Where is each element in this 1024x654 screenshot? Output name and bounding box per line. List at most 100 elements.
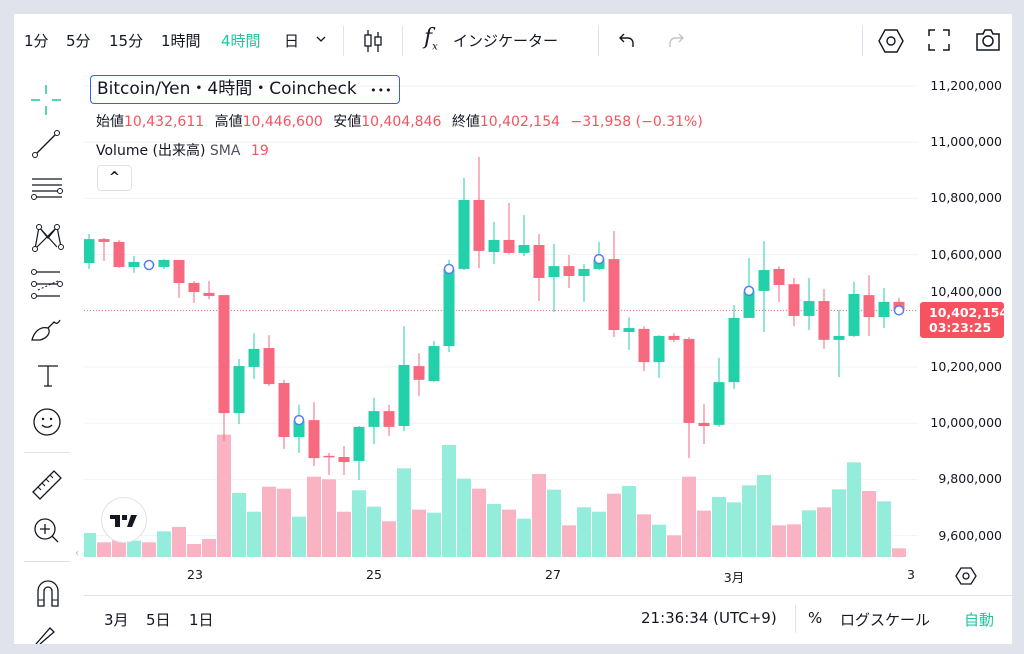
candle-down: [383, 411, 395, 427]
settings-hexagon-icon[interactable]: [877, 27, 905, 55]
tradingview-logo[interactable]: [101, 497, 147, 543]
candle-down: [788, 284, 800, 316]
volume-bar: [877, 501, 891, 557]
collapse-legend-button[interactable]: ^: [97, 165, 132, 191]
candle-up: [488, 239, 500, 253]
open-value: 10,432,611: [124, 114, 205, 130]
interval-4h[interactable]: 4時間: [221, 32, 261, 50]
log-scale-toggle[interactable]: ログスケール: [840, 611, 931, 629]
volume-bar: [742, 485, 756, 557]
candle-down: [263, 348, 275, 385]
interval-1h[interactable]: 1時間: [161, 32, 201, 50]
volume-bar: [97, 542, 111, 557]
candle-up: [398, 364, 410, 427]
crosshair-icon[interactable]: [30, 84, 62, 116]
price-label: 10,800,000: [930, 190, 1002, 206]
volume-bar: [532, 474, 546, 557]
range-5d[interactable]: 5日: [146, 611, 171, 629]
volume-bar: [817, 507, 831, 557]
candle-up: [428, 346, 440, 381]
volume-bar: [547, 489, 561, 557]
candle-up: [713, 382, 725, 425]
collapse-toolbar-arrow[interactable]: ‹: [75, 548, 79, 559]
volume-bar: [832, 489, 846, 557]
symbol-legend[interactable]: Bitcoin/Yen・4時間・Coincheck •••: [90, 75, 400, 104]
interval-1m[interactable]: 1分: [24, 32, 49, 50]
fullscreen-icon[interactable]: [928, 29, 950, 51]
candle-down: [683, 339, 695, 423]
emoji-icon[interactable]: [31, 406, 63, 438]
chevron-down-icon[interactable]: [315, 34, 327, 44]
clock-timezone[interactable]: 21:36:34 (UTC+9): [641, 609, 777, 627]
volume-bar: [307, 476, 321, 557]
axis-settings-icon[interactable]: [955, 565, 977, 587]
undo-icon[interactable]: [617, 31, 637, 49]
pencil-lock-icon[interactable]: [32, 624, 62, 644]
time-label: 27: [545, 567, 561, 582]
volume-legend[interactable]: Volume (出来高) SMA 19: [96, 140, 269, 160]
candle-type-icon[interactable]: [362, 28, 384, 54]
candle-down: [863, 295, 875, 318]
symbol-title: Bitcoin/Yen・4時間・Coincheck: [97, 79, 357, 99]
candle-down: [608, 259, 620, 331]
price-label: 9,600,000: [938, 527, 1002, 543]
candle-up: [128, 261, 140, 267]
candle-up: [353, 426, 365, 461]
candle-down: [563, 266, 575, 276]
candle-down: [533, 245, 545, 278]
event-marker: [143, 259, 155, 271]
volume-bar: [607, 493, 621, 557]
divider: [24, 452, 70, 453]
fx-icon[interactable]: fx: [424, 25, 438, 53]
volume-bar: [622, 486, 636, 557]
magnet-icon[interactable]: [34, 578, 62, 608]
candle-down: [503, 239, 515, 253]
volume-bar: [142, 542, 156, 557]
zoom-in-icon[interactable]: [32, 516, 62, 546]
range-1d[interactable]: 1日: [189, 611, 214, 629]
interval-15m[interactable]: 15分: [109, 32, 144, 50]
camera-icon[interactable]: [975, 28, 1001, 52]
fib-retracement-icon[interactable]: [30, 175, 64, 207]
candle-down: [203, 292, 215, 296]
volume-bar: [352, 490, 366, 557]
tv-logo-icon: [110, 514, 137, 527]
more-options-icon[interactable]: •••: [370, 84, 393, 97]
event-marker: [443, 263, 455, 275]
volume-bar: [637, 514, 651, 557]
volume-bar: [262, 486, 276, 557]
volume-bar: [697, 510, 711, 557]
candle-down: [698, 422, 710, 427]
interval-5m[interactable]: 5分: [66, 32, 91, 50]
volume-bar: [84, 533, 96, 557]
volume-bar: [157, 531, 171, 557]
brush-icon[interactable]: [30, 314, 66, 344]
sma-value: 19: [250, 143, 269, 159]
percent-toggle[interactable]: %: [808, 609, 823, 627]
ohlc-values: 始値10,432,611 高値10,446,600 安値10,404,846 終…: [96, 111, 709, 131]
ruler-icon[interactable]: [30, 468, 64, 502]
candle-down: [278, 382, 290, 438]
candle-up: [578, 268, 590, 276]
volume-bar: [187, 544, 201, 557]
redo-icon[interactable]: [666, 31, 686, 49]
event-marker: [593, 253, 605, 265]
candlestick-chart[interactable]: [84, 70, 918, 560]
candle-down: [323, 455, 335, 458]
candle-down: [218, 295, 230, 414]
candle-down: [668, 335, 680, 340]
volume-bar: [382, 521, 396, 557]
prediction-icon[interactable]: [30, 268, 64, 302]
text-icon[interactable]: [34, 362, 62, 390]
volume-bar: [787, 524, 801, 557]
pattern-icon[interactable]: [30, 220, 64, 254]
volume-bar: [457, 478, 471, 557]
low-value: 10,404,846: [361, 114, 442, 130]
candle-down: [818, 301, 830, 340]
interval-1d[interactable]: 日: [284, 32, 300, 50]
trend-line-icon[interactable]: [30, 128, 62, 160]
divider: [24, 561, 70, 562]
auto-scale-toggle[interactable]: 自動: [964, 611, 995, 629]
range-3m[interactable]: 3月: [104, 611, 129, 629]
indicators-button[interactable]: インジケーター: [453, 32, 559, 50]
